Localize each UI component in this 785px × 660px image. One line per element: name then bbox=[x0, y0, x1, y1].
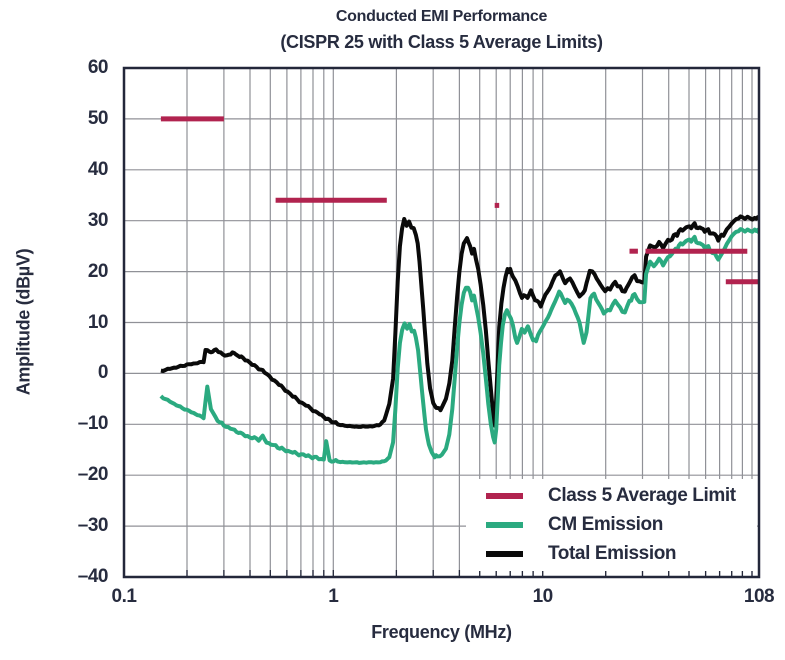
chart-title: Conducted EMI Performance bbox=[335, 8, 548, 25]
y-tick-label: 20 bbox=[87, 260, 109, 282]
legend-swatch bbox=[486, 521, 523, 528]
x-tick-label: 108 bbox=[743, 586, 775, 607]
legend-item: Class 5 Average Limit bbox=[466, 482, 757, 510]
chart-subtitle: (CISPR 25 with Class 5 Average Limits) bbox=[280, 32, 603, 52]
y-tick-label: –20 bbox=[77, 464, 109, 486]
x-tick-label: 10 bbox=[532, 586, 554, 607]
legend-label: Class 5 Average Limit bbox=[548, 484, 736, 506]
y-tick-label: 0 bbox=[97, 362, 109, 384]
legend-swatch bbox=[486, 492, 523, 499]
legend: Class 5 Average Limit CM Emission Total Em… bbox=[466, 479, 757, 571]
y-tick-label: 60 bbox=[87, 57, 109, 78]
legend-item: Total Emission bbox=[466, 540, 757, 568]
y-tick-label: 50 bbox=[87, 107, 109, 129]
legend-label: Total Emission bbox=[548, 543, 677, 565]
x-tick-label: 0.1 bbox=[111, 586, 137, 607]
x-axis-label: Frequency (MHz) bbox=[371, 622, 512, 642]
y-axis-label: Amplitude (dBµV) bbox=[13, 248, 34, 396]
y-tick-label: 10 bbox=[87, 311, 109, 333]
y-tick-label: –30 bbox=[77, 515, 109, 537]
legend-swatch bbox=[486, 551, 523, 558]
y-tick-label: –40 bbox=[77, 566, 109, 587]
y-tick-label: 30 bbox=[87, 209, 109, 231]
legend-label: CM Emission bbox=[548, 513, 663, 535]
legend-item: CM Emission bbox=[466, 511, 757, 539]
y-tick-label: 40 bbox=[87, 158, 109, 180]
y-tick-label: –10 bbox=[77, 413, 109, 435]
x-tick-label: 1 bbox=[328, 586, 339, 607]
